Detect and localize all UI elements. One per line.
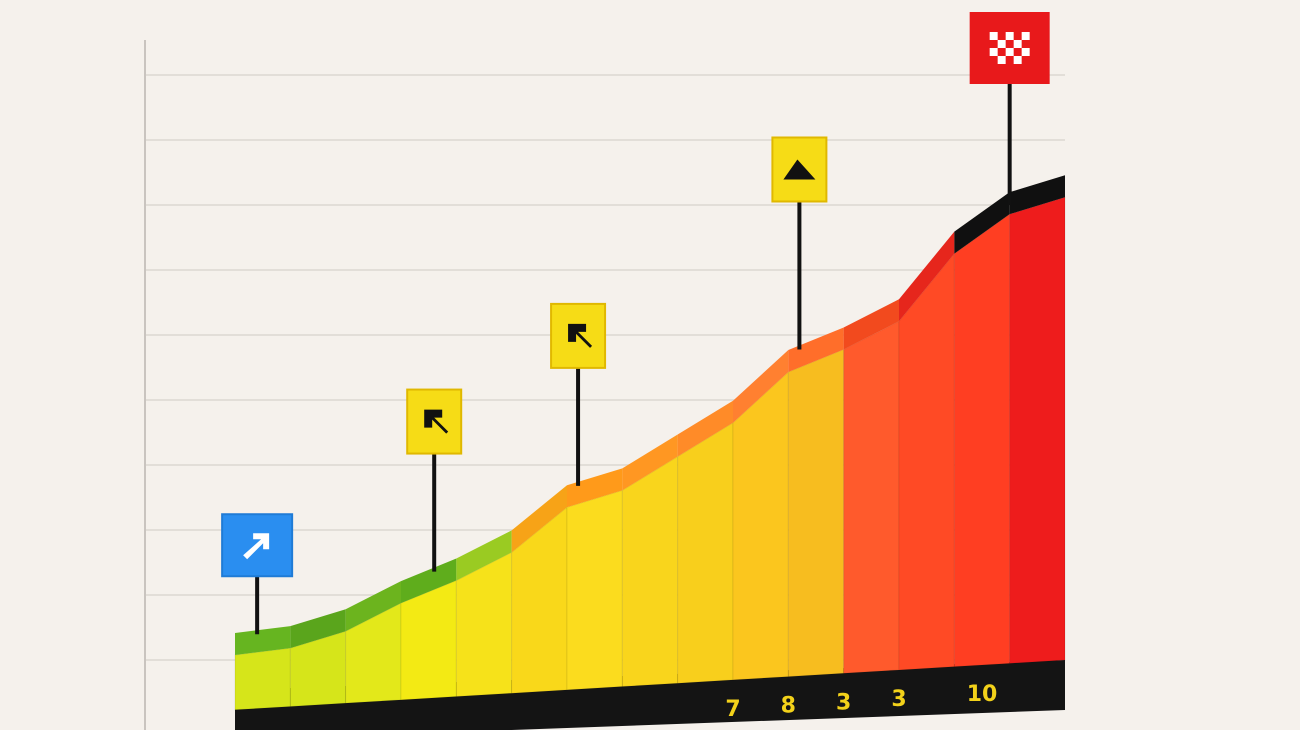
profile-top-band [511,485,567,553]
climb-markers [221,12,1050,635]
profile-top-band [788,327,844,372]
profile-top-band [622,434,678,491]
profile-top-band [345,581,401,632]
profile-top-band [290,609,346,649]
profile-segments [234,196,1066,711]
profile-top-band [899,231,955,322]
profile-segment [621,455,679,688]
x-axis-band [235,660,1065,730]
profile-top-band [843,299,899,350]
x-tick-label: 3 [836,690,851,715]
profile-segment [234,647,291,711]
x-axis-base [235,660,1065,730]
climb-marker [221,513,294,635]
profile-top-band [567,468,623,508]
x-tick-label: 7 [725,697,740,722]
checkered-flag-icon [989,32,1030,64]
profile-top-band [677,400,733,457]
profile-segment [787,348,845,678]
profile-segment [898,252,955,671]
profile-segment [843,320,900,674]
profile-segment [566,489,623,691]
climb-marker [406,388,463,572]
climb-marker [550,302,607,486]
profile-top-band [1009,175,1065,215]
profile-top-band [401,558,457,604]
arrow-up-left-icon [568,323,593,348]
climb-marker [771,136,828,350]
profile-top-band [456,530,512,581]
x-tick-label: 8 [781,694,796,719]
profile-top-band [235,626,291,655]
profile-segment [1009,196,1066,664]
arrow-up-right-icon [243,533,270,560]
mountain-icon [783,159,816,180]
profile-top-band [954,192,1010,254]
profile-segment [732,370,789,681]
profile-segment [677,421,734,684]
profile-top-band [733,350,789,423]
profile-top-edge [235,175,1065,655]
profile-segment [953,213,1011,668]
arrow-up-left-icon [424,409,449,434]
x-tick-label: 3 [891,687,906,712]
climb-marker [969,12,1050,205]
x-tick-label: 10 [967,682,998,707]
x-tick-labels: 7 8 3 3 10 [725,682,997,722]
